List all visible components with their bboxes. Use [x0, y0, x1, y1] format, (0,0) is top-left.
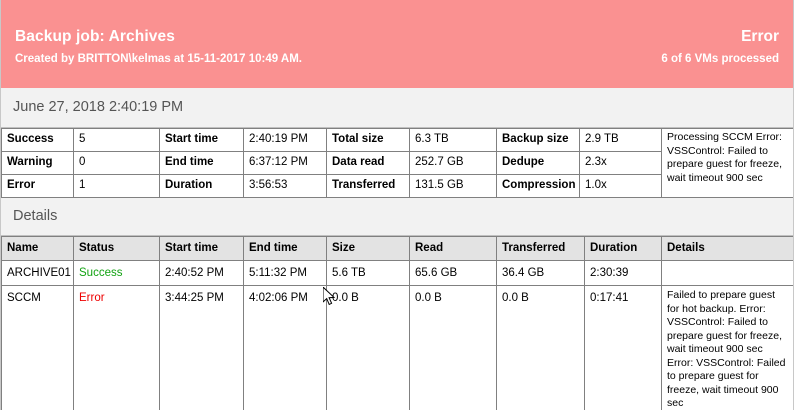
cell-start-time: 2:40:52 PM [159, 260, 244, 286]
status-badge: Error [741, 28, 779, 45]
summary-label-backup-size: Backup size [496, 128, 580, 152]
column-header-start-time[interactable]: Start time [159, 236, 244, 261]
cell-status: Error [73, 285, 160, 410]
cell-end-time: 5:11:32 PM [243, 260, 327, 286]
summary-label-end-time: End time [159, 151, 244, 175]
cell-name: SCCM [1, 285, 74, 410]
summary-label-error: Error [1, 174, 74, 198]
summary-label-compression: Compression [496, 174, 580, 198]
summary-label-dedupe: Dedupe [496, 151, 580, 175]
cell-read: 0.0 B [409, 285, 497, 410]
cell-transferred: 36.4 GB [496, 260, 585, 286]
cell-start-time: 3:44:25 PM [159, 285, 244, 410]
column-header-duration[interactable]: Duration [584, 236, 662, 261]
table-row: Success 5 Start time 2:40:19 PM Total si… [1, 128, 793, 198]
summary-value-data-read: 252.7 GB [409, 151, 497, 175]
cell-status: Success [73, 260, 160, 286]
summary-label-success: Success [1, 128, 74, 152]
vm-processed-count: 6 of 6 VMs processed [661, 53, 779, 65]
summary-value-compression: 1.0x [579, 174, 662, 198]
summary-label-duration: Duration [159, 174, 244, 198]
summary-message: Processing SCCM Error: VSSControl: Faile… [661, 128, 793, 198]
cell-size: 0.0 B [326, 285, 410, 410]
column-header-size[interactable]: Size [326, 236, 410, 261]
summary-value-dedupe: 2.3x [579, 151, 662, 175]
cell-size: 5.6 TB [326, 260, 410, 286]
cell-end-time: 4:02:06 PM [243, 285, 327, 410]
banner-subtitle: Created by BRITTON\kelmas at 15-11-2017 … [15, 53, 302, 65]
column-header-status[interactable]: Status [73, 236, 160, 261]
summary-value-duration: 3:56:53 [243, 174, 327, 198]
banner-left-group: Backup job: Archives Created by BRITTON\… [15, 28, 302, 67]
cell-name: ARCHIVE01 [1, 260, 74, 286]
summary-value-error: 1 [73, 174, 160, 198]
summary-label-transferred: Transferred [326, 174, 410, 198]
summary-label-warning: Warning [1, 151, 74, 175]
column-header-end-time[interactable]: End time [243, 236, 327, 261]
banner-right-group: Error 6 of 6 VMs processed [661, 28, 779, 67]
column-header-transferred[interactable]: Transferred [496, 236, 585, 261]
cell-read: 65.6 GB [409, 260, 497, 286]
table-row[interactable]: ARCHIVE01 Success 2:40:52 PM 5:11:32 PM … [1, 260, 793, 286]
summary-value-success: 5 [73, 128, 160, 152]
cell-duration: 0:17:41 [584, 285, 662, 410]
summary-value-warning: 0 [73, 151, 160, 175]
summary-table: Success 5 Start time 2:40:19 PM Total si… [1, 128, 794, 198]
column-header-read[interactable]: Read [409, 236, 497, 261]
table-row: Error 1 Duration 3:56:53 Transferred 131… [1, 174, 794, 198]
table-header-row: Name Status Start time End time Size Rea… [1, 236, 793, 261]
table-row[interactable]: SCCM Error 3:44:25 PM 4:02:06 PM 0.0 B 0… [1, 285, 793, 410]
cell-details: Failed to prepare guest for hot backup. … [661, 285, 793, 410]
column-header-name[interactable]: Name [1, 236, 74, 261]
summary-label-start-time: Start time [159, 128, 244, 152]
summary-value-backup-size: 2.9 TB [579, 128, 662, 152]
cell-transferred: 0.0 B [496, 285, 585, 410]
summary-label-data-read: Data read [326, 151, 410, 175]
page-title: Backup job: Archives [15, 28, 175, 45]
summary-value-end-time: 6:37:12 PM [243, 151, 327, 175]
summary-label-total-size: Total size [326, 128, 410, 152]
details-table: Name Status Start time End time Size Rea… [1, 236, 793, 410]
summary-section-title: June 27, 2018 2:40:19 PM [1, 88, 793, 128]
details-section-title: Details [1, 198, 793, 236]
report-banner: Backup job: Archives Created by BRITTON\… [1, 0, 793, 88]
cell-details [661, 260, 793, 286]
cell-duration: 2:30:39 [584, 260, 662, 286]
summary-value-transferred: 131.5 GB [409, 174, 497, 198]
summary-value-total-size: 6.3 TB [409, 128, 497, 152]
column-header-details[interactable]: Details [661, 236, 793, 261]
table-row: Warning 0 End time 6:37:12 PM Data read … [1, 151, 794, 175]
summary-value-start-time: 2:40:19 PM [243, 128, 327, 152]
